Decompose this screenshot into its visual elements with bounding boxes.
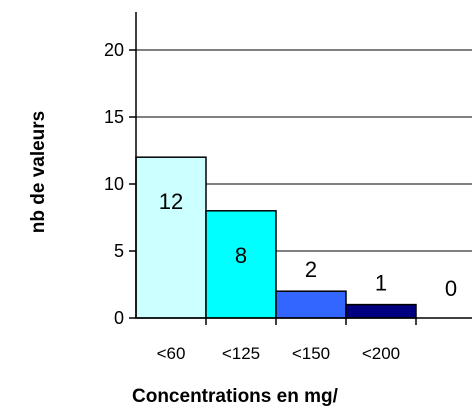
bar-2 bbox=[275, 290, 347, 319]
y-tick-label-0: 0 bbox=[114, 308, 124, 328]
x-tick-label-1: <125 bbox=[222, 344, 260, 363]
axes bbox=[129, 12, 472, 325]
bar-3 bbox=[345, 303, 417, 319]
x-tick-label-0: <60 bbox=[157, 344, 186, 363]
x-axis-title: Concentrations en mg/ bbox=[132, 386, 339, 407]
y-tick-label-20: 20 bbox=[104, 40, 124, 60]
y-axis-title: nb de valeurs bbox=[28, 111, 49, 234]
data-labels: 12 8 2 1 0 bbox=[159, 189, 457, 301]
y-tick-label-5: 5 bbox=[114, 241, 124, 261]
y-tick-label-10: 10 bbox=[104, 174, 124, 194]
bar-0 bbox=[135, 156, 207, 319]
x-tick-labels: <60 <125 <150 <200 bbox=[157, 344, 401, 363]
data-label-1: 8 bbox=[235, 243, 247, 268]
y-tick-labels: 0 5 10 15 20 bbox=[104, 40, 124, 328]
data-label-3: 1 bbox=[375, 271, 387, 296]
x-tick-label-3: <200 bbox=[362, 344, 400, 363]
x-tick-label-2: <150 bbox=[292, 344, 330, 363]
data-label-2: 2 bbox=[305, 257, 317, 282]
y-tick-label-15: 15 bbox=[104, 107, 124, 127]
data-label-0: 12 bbox=[159, 189, 183, 214]
data-label-4: 0 bbox=[445, 276, 457, 301]
